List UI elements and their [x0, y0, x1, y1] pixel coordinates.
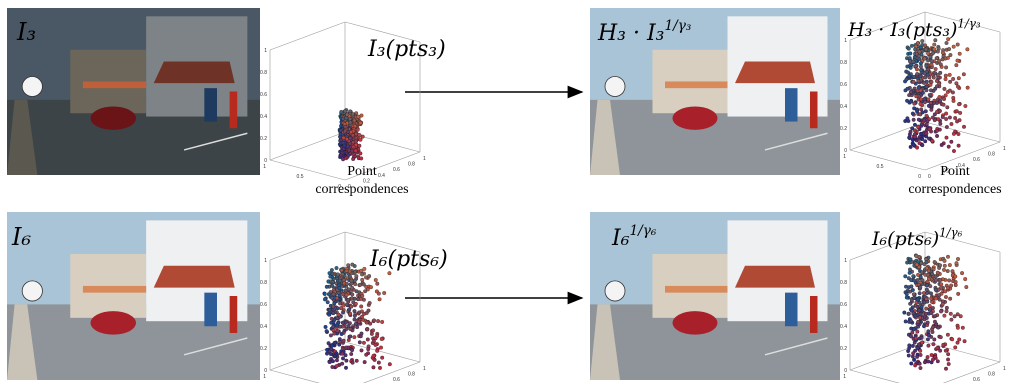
plot-label: I₆(pts₆) — [369, 247, 448, 272]
plot-label-sup: 1/γ₃ — [957, 16, 980, 30]
x-tick-label: 0 — [918, 174, 921, 180]
y-tick-label: 0 — [348, 184, 351, 190]
photo — [590, 8, 840, 175]
y-tick-label: 0.4 — [378, 173, 385, 179]
svg-text:I₆(pts₆): I₆(pts₆) — [369, 247, 448, 272]
x-tick-label: 0.5 — [297, 174, 304, 180]
z-tick-label: 1 — [264, 258, 267, 264]
y-tick-label: 1 — [1003, 146, 1006, 152]
image-label-sup: 1/γ₃ — [665, 18, 692, 34]
svg-text:I₆(pts₆)1/γ₆: I₆(pts₆)1/γ₆ — [871, 225, 963, 250]
image-label: I₃ — [16, 18, 36, 46]
plot-label: H₃ · I₃(pts₃)1/γ₃ — [847, 16, 981, 41]
z-tick-label: 0 — [264, 368, 267, 374]
z-tick-label: 0.4 — [840, 324, 847, 330]
y-tick-label: 0.8 — [408, 372, 415, 378]
z-tick-label: 0.4 — [260, 324, 267, 330]
y-tick-label: 0.6 — [393, 377, 400, 383]
svg-text:I₆: I₆ — [11, 223, 31, 251]
y-tick-label: 0.8 — [408, 162, 415, 168]
plot-label-main: I₆(pts₆) — [369, 247, 448, 272]
svg-text:I₃(pts₃): I₃(pts₃) — [367, 37, 446, 62]
z-tick-label: 1 — [844, 38, 847, 44]
z-tick-label: 0 — [844, 368, 847, 374]
x-tick-label: 1 — [843, 154, 846, 160]
scatter-3d: 0 0.2 0.4 0.6 0.8 1 1 0.5 0 0 0.2 0.4 0.6 0.8 1 — [260, 21, 426, 190]
plot-label: I₃(pts₃) — [367, 37, 446, 62]
y-tick-label: 1 — [423, 366, 426, 372]
x-tick-label: 1 — [263, 374, 266, 380]
z-tick-label: 0.2 — [260, 136, 267, 142]
svg-text:H₃ · I₃(pts₃)1/γ₃: H₃ · I₃(pts₃)1/γ₃ — [847, 16, 981, 41]
plot-label-sup: 1/γ₆ — [939, 225, 962, 239]
plot-label-main: H₃ · I₃(pts₃) — [847, 19, 957, 41]
y-tick-label: 1 — [1003, 366, 1006, 372]
z-tick-label: 0.2 — [840, 126, 847, 132]
y-tick-label: 0.8 — [988, 152, 995, 158]
photo — [590, 212, 840, 380]
image-label: H₃ · I₃1/γ₃ — [597, 18, 691, 46]
plot-label: I₆(pts₆)1/γ₆ — [871, 225, 963, 250]
z-tick-label: 0.2 — [260, 346, 267, 352]
y-tick-label: 1 — [423, 156, 426, 162]
z-tick-label: 0.4 — [260, 114, 267, 120]
z-tick-label: 0.6 — [840, 82, 847, 88]
z-tick-label: 0.2 — [840, 346, 847, 352]
image-label: I₆ — [11, 223, 31, 251]
z-tick-label: 0.6 — [260, 302, 267, 308]
x-tick-label: 1 — [843, 374, 846, 380]
caption: Point correspondences — [908, 164, 1001, 197]
z-tick-label: 0.8 — [840, 280, 847, 286]
x-tick-label: 0 — [338, 184, 341, 190]
y-tick-label: 0 — [928, 174, 931, 180]
scatter-3d: 0 0.2 0.4 0.6 0.8 1 1 0.5 0 0 0.2 0.4 0.6 0.8 1 — [840, 11, 1006, 180]
z-tick-label: 0 — [844, 148, 847, 154]
z-tick-label: 0 — [264, 158, 267, 164]
x-tick-label: 1 — [263, 164, 266, 170]
z-tick-label: 0.4 — [840, 104, 847, 110]
z-tick-label: 0.8 — [840, 60, 847, 66]
z-tick-label: 1 — [844, 258, 847, 264]
plot-label-main: I₆(pts₆) — [871, 228, 939, 250]
image-label-sup: 1/γ₆ — [630, 223, 657, 239]
y-tick-label: 0.6 — [973, 377, 980, 383]
z-tick-label: 0.8 — [260, 280, 267, 286]
svg-text:H₃ · I₃1/γ₃: H₃ · I₃1/γ₃ — [597, 18, 691, 46]
photo — [7, 212, 260, 380]
y-tick-label: 0.8 — [988, 372, 995, 378]
svg-text:I₆1/γ₆: I₆1/γ₆ — [611, 223, 657, 251]
z-tick-label: 0.6 — [260, 92, 267, 98]
image-label-main: I₆ — [611, 226, 630, 251]
z-tick-label: 0.8 — [260, 70, 267, 76]
image-label-main: I₆ — [11, 223, 31, 251]
x-tick-label: 0.5 — [877, 164, 884, 170]
y-tick-label: 0.6 — [973, 157, 980, 163]
photo — [7, 8, 260, 175]
y-tick-label: 0.4 — [958, 163, 965, 169]
image-label: I₆1/γ₆ — [611, 223, 657, 251]
y-tick-label: 0.6 — [393, 167, 400, 173]
z-tick-label: 0.6 — [840, 302, 847, 308]
caption: Point correspondences — [315, 164, 408, 197]
y-tick-label: 0.2 — [363, 178, 370, 184]
y-tick-label: 0.2 — [943, 168, 950, 174]
z-tick-label: 1 — [264, 48, 267, 54]
image-label-main: H₃ · I₃ — [597, 21, 665, 46]
plot-label-main: I₃(pts₃) — [367, 37, 446, 62]
svg-text:I₃: I₃ — [16, 18, 36, 46]
image-label-main: I₃ — [16, 18, 36, 46]
